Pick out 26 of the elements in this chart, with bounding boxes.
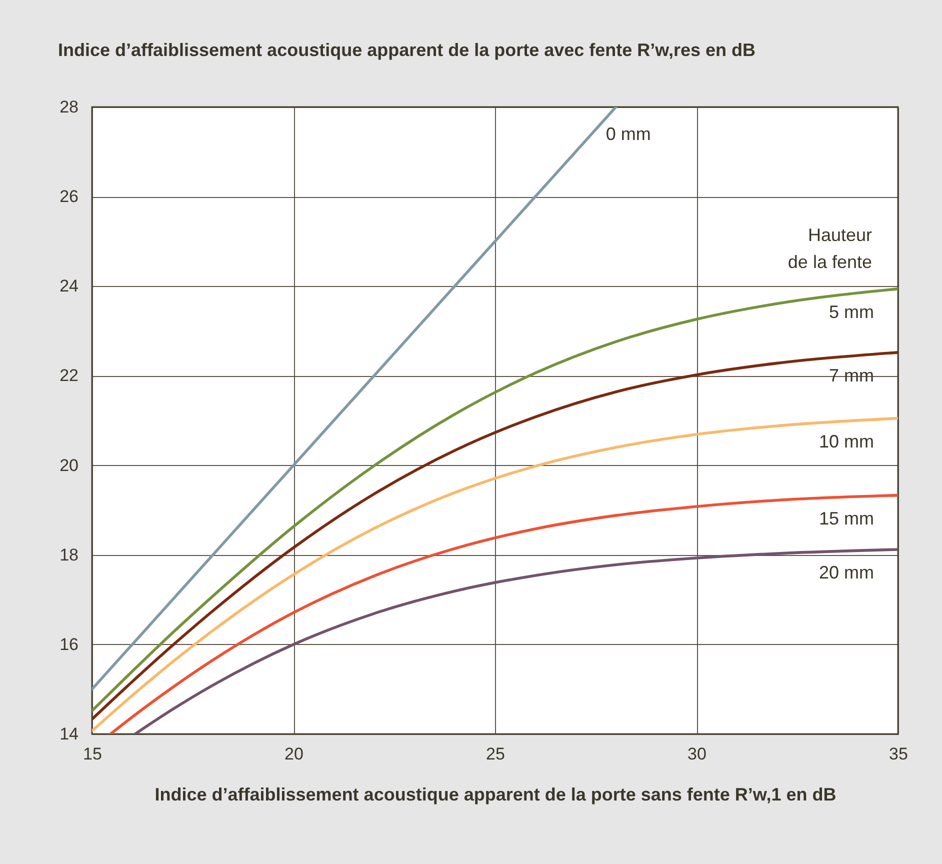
series-label: 20 mm [818,562,874,582]
y-tick-label: 22 [60,366,78,386]
y-tick-label: 16 [60,634,78,654]
series-label: 10 mm [818,431,874,452]
series-label: 0 mm [606,124,651,144]
y-tick-label: 20 [60,456,78,475]
x-axis-title: Indice d’affaiblissement acoustique apparent de la porte sans fente R’w,1 en dB [154,784,836,804]
x-tick-label: 15 [83,744,102,764]
legend-title: Hauteur de la fente [788,225,872,272]
series-label: 15 mm [818,508,874,528]
x-tick-label: 30 [688,744,706,764]
line-series [109,494,898,734]
line-series [92,416,898,732]
series-label: 5 mm [829,302,874,322]
y-tick-label: 26 [60,187,78,206]
line-series [92,287,898,712]
line-series [134,548,898,734]
x-tick-label: 25 [486,744,505,764]
chart-title: Indice d’affaiblissement acoustique apparent de la porte avec fente R’w,res en dB [58,40,756,60]
line-series [92,351,898,721]
y-tick-label: 18 [60,545,78,564]
y-tick-label: 14 [60,724,78,744]
x-tick-label: 20 [284,744,304,764]
x-tick-label: 35 [889,744,908,764]
y-tick-label: 28 [60,98,78,116]
y-tick-label: 24 [60,276,78,296]
